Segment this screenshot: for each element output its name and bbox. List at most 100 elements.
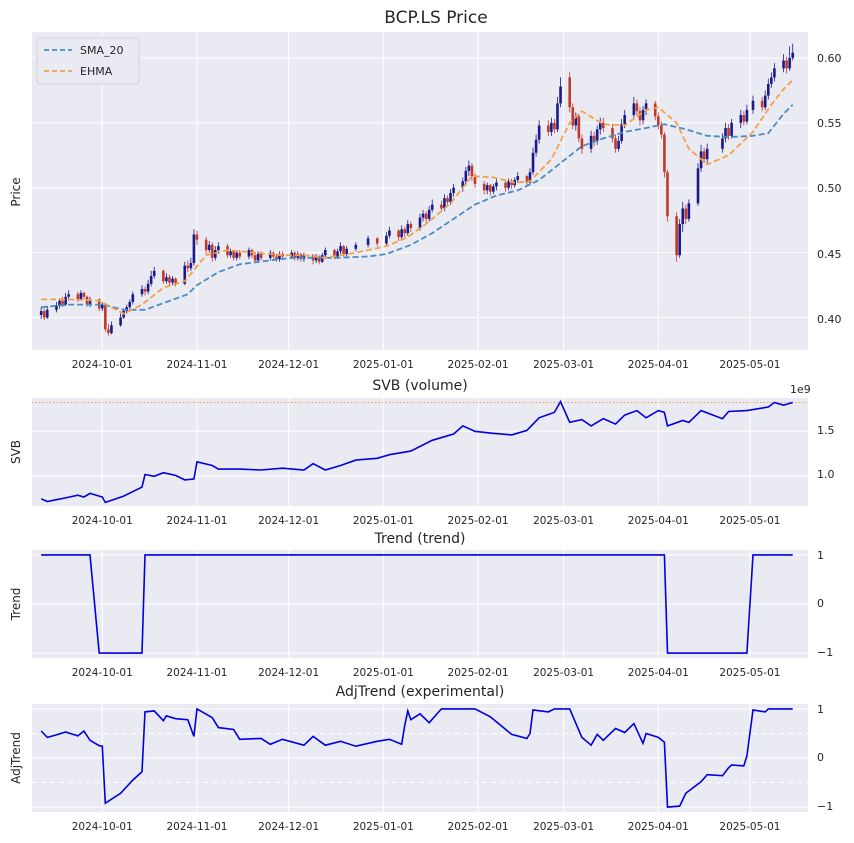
candle [278,251,281,262]
candle [427,205,431,222]
x-tick-label: 2025-01-01 [353,359,414,371]
x-tick-label: 2024-10-01 [72,821,133,833]
candle [602,117,605,132]
x-tick-label: 2025-01-01 [353,515,414,527]
candle [186,260,190,273]
adjtrend-ytick: 1 [817,703,824,716]
trend-title: Trend (trend) [374,531,466,547]
candle [195,230,199,245]
candle [571,103,575,130]
candle [721,133,724,153]
x-tick-label: 2024-11-01 [166,821,227,833]
x-tick-label: 2024-12-01 [258,821,319,833]
candle [470,163,474,182]
candle [42,308,46,321]
candle [45,305,49,319]
candle [247,247,251,260]
adjtrend-ylabel: AdjTrend [9,732,23,784]
candle [675,212,678,262]
candle [656,112,660,130]
candle [653,100,657,121]
svb-offset-text: 1e9 [790,383,811,396]
candle [452,183,455,197]
candle [107,324,110,336]
candle [55,301,58,313]
candle [168,274,171,286]
price-ytick: 0.50 [817,182,842,195]
candle [510,178,513,190]
candle [782,54,785,73]
candle [742,111,746,126]
candle [238,250,242,260]
candle [403,226,407,238]
price-legend: SMA_20 EHMA [36,37,140,85]
candle [421,209,425,222]
candle [730,118,733,139]
x-tick-label: 2024-11-01 [166,359,227,371]
candle [589,130,593,153]
candle [788,46,791,71]
candle [534,134,538,157]
candle [507,178,510,191]
ehma-line [41,79,794,315]
candle [553,118,556,134]
candle [39,307,43,319]
candle [791,43,795,61]
candle [256,251,260,262]
candle [696,163,700,206]
candle [760,96,764,112]
trend-ylabel: Trend [9,588,23,622]
candle [547,120,550,136]
candle [763,90,767,110]
x-tick-label: 2025-02-01 [448,515,509,527]
trend-ytick: 0 [817,597,824,610]
candle [595,125,599,145]
x-tick-label: 2025-02-01 [448,821,509,833]
candle [171,276,174,286]
candle [64,292,67,306]
adjtrend-ytick: 0 [817,751,824,764]
x-tick-label: 2024-11-01 [166,667,227,679]
x-tick-label: 2025-04-01 [628,515,689,527]
candle [165,273,168,284]
candle [385,231,388,247]
x-tick-label: 2024-11-01 [166,515,227,527]
candle [617,135,620,152]
candle [702,147,706,164]
svb-line [40,399,793,504]
candle [253,252,257,264]
candle [152,266,156,279]
candle [110,321,113,335]
candle [406,220,410,236]
candle [495,178,498,191]
candle [614,134,617,153]
candle [577,113,581,143]
svb-title: SVB (volume) [372,378,467,394]
legend-sma-label: SMA_20 [80,44,124,57]
candle [79,290,83,301]
candle [705,143,709,164]
candle [323,247,327,258]
candle [229,248,232,258]
candle [354,242,358,252]
candle [638,107,642,126]
price-ytick: 0.40 [817,313,842,326]
candle [773,63,776,82]
candle [268,250,272,261]
candle [482,181,486,195]
candle [678,218,681,258]
candle [785,56,788,74]
candle [464,166,468,186]
x-tick-label: 2024-10-01 [72,515,133,527]
candle [400,225,403,240]
candle [100,301,104,312]
x-tick-label: 2025-04-01 [628,667,689,679]
price-ytick: 0.55 [817,117,842,130]
candle [82,291,86,300]
candle [119,313,122,327]
x-tick-label: 2025-03-01 [533,515,594,527]
x-tick-label: 2025-05-01 [719,667,780,679]
candle [751,95,755,114]
candle [724,122,727,143]
